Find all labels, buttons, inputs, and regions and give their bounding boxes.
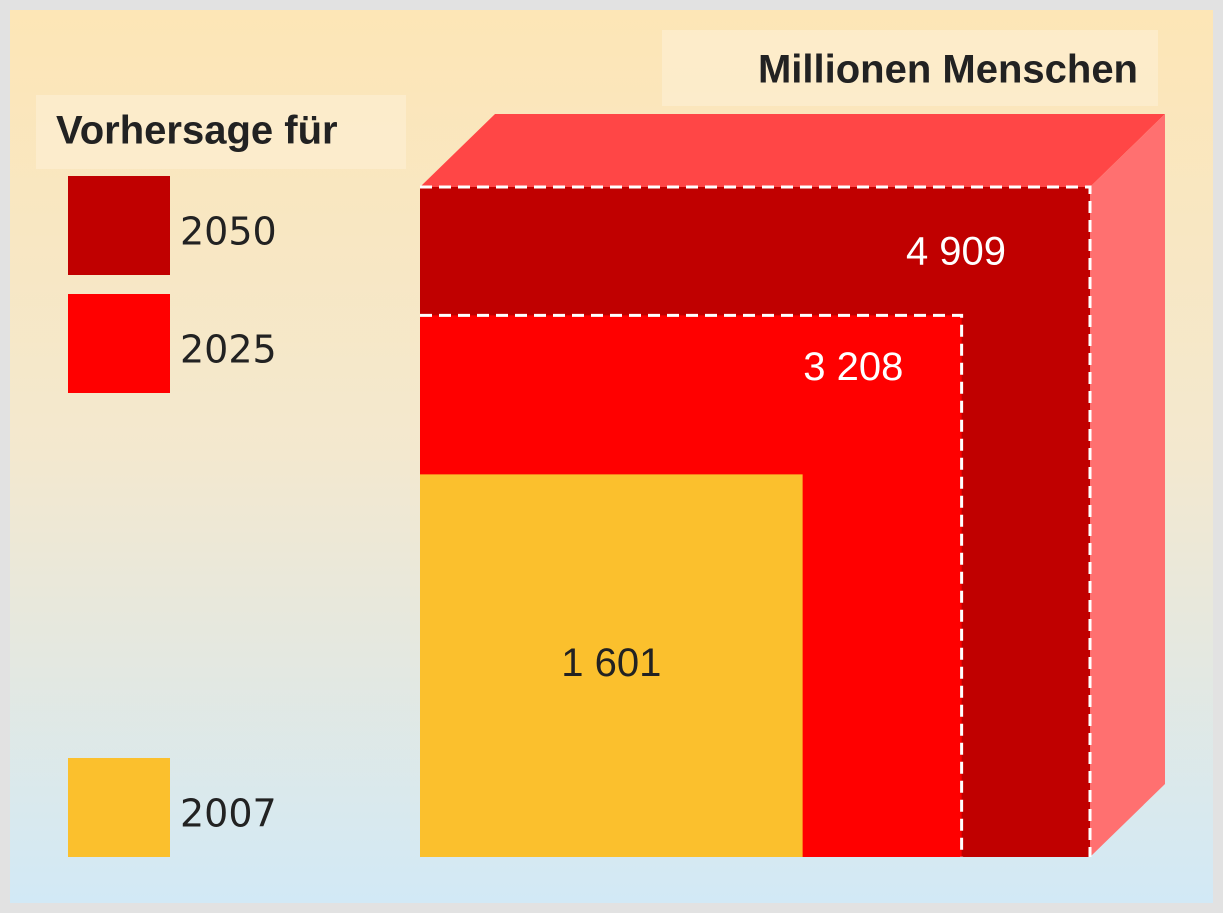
legend-swatch	[68, 294, 170, 393]
legend-title-box	[36, 95, 406, 169]
legend-label: 2007	[180, 792, 277, 836]
dashed-edge	[420, 185, 1092, 857]
legend-title: Vorhersage für	[56, 109, 338, 153]
legend-swatch	[68, 176, 170, 275]
title-box	[662, 30, 1158, 106]
chart-title: Millionen Menschen	[758, 48, 1138, 92]
dashed-edge	[420, 313, 964, 857]
side-face	[1090, 114, 1165, 857]
top-face	[420, 114, 1165, 187]
value-label: 3 208	[803, 345, 903, 389]
square	[420, 474, 803, 857]
value-label: 4 909	[906, 230, 1006, 274]
legend-label: 2025	[180, 328, 277, 372]
legend-label: 2050	[180, 210, 277, 254]
legend-swatch	[68, 758, 170, 857]
value-label: 1 601	[561, 641, 661, 685]
